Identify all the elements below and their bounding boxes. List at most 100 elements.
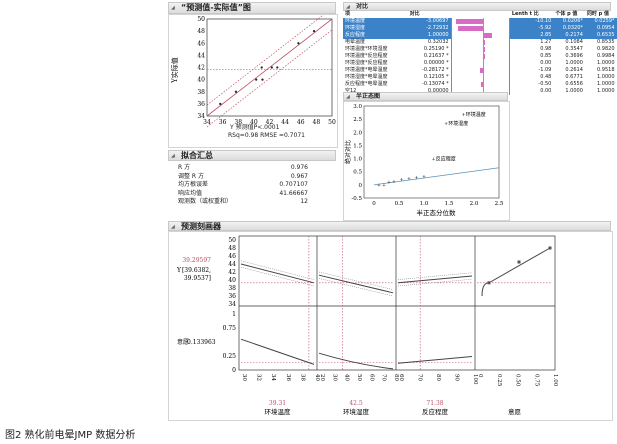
data-point [276, 66, 279, 69]
estimate: 0.00000 [427, 88, 449, 94]
y-axis-label: 绝对对比 [344, 140, 352, 164]
factor-name: 反应程度 [422, 407, 449, 416]
term: 环境温度*环境湿度 [345, 46, 388, 52]
y-tick-label: 48 [228, 245, 236, 252]
y-tick-label: 40 [228, 277, 236, 284]
estimate: -2.72932 [426, 25, 449, 31]
fit-row: R 方 0.976 [178, 164, 308, 173]
t-ratio: 2.85 [509, 32, 554, 39]
desirability-handle[interactable] [517, 260, 521, 264]
estimate: 0.21637 [423, 53, 445, 59]
term: 环境温度*反应程度 [345, 53, 388, 59]
effect-row[interactable]: 电晕温度 0.32032 1.27 0.1084 0.8535 [343, 39, 617, 46]
effect-row[interactable]: 反应程度 1.00000 2.85 0.2174 0.6535 [343, 32, 617, 39]
x-tick-label: 46 [297, 119, 305, 126]
x-tick-label: 34 [203, 119, 211, 126]
effect-bar [482, 33, 492, 38]
effect-row[interactable]: 环境温度*环境湿度 0.25190 * 0.98 0.3547 0.9820 [343, 46, 617, 53]
x-tick-label: 40 [250, 119, 258, 126]
x-tick-label: 42 [266, 119, 274, 126]
half-normal-plot: 3.0 2.5 2.0 1.5 1.0 0.5 0 -0.5 0 0.5 1.0 1.5 2.0 2.5 绝… [344, 104, 504, 217]
effect-row[interactable]: 环境湿度 -2.72932 -5.92 0.0320* 0.0954 [343, 25, 617, 32]
y-tick-label: 50 [197, 16, 205, 23]
t-ratio: 0.00 [540, 60, 552, 66]
y-label: Y [176, 267, 182, 274]
ci-trace [318, 271, 394, 290]
term: 反应程度*电晕温度 [345, 81, 388, 87]
y-tick-label: 1.5 [353, 143, 362, 149]
y-tick-label: 34 [228, 301, 236, 308]
effect-row[interactable]: 环境温度*电晕温度 -0.28172 * -1.09 0.2614 0.9518 [343, 67, 617, 74]
flag: * [446, 53, 449, 59]
desirability-handle[interactable] [487, 281, 491, 285]
factor-name: 环境湿度 [343, 407, 370, 416]
prediction-trace [240, 263, 315, 284]
effect-row[interactable]: 反应程度*电晕温度 -0.13074 * -0.50 0.6556 1.0000 [343, 81, 617, 88]
data-point: + [377, 182, 381, 188]
profiler-header[interactable]: 预测刻画器 [168, 221, 611, 232]
fit-row: 均方根误差 0.707107 [178, 181, 308, 190]
half-normal-panel: 3.0 2.5 2.0 1.5 1.0 0.5 0 -0.5 0 0.5 1.0 1.5 2.0 2.5 绝… [343, 101, 510, 221]
effect-bar [482, 47, 485, 52]
y-tick-label: 36 [228, 293, 236, 300]
x-tick-label: 80 [435, 374, 441, 381]
effect-row[interactable]: 环境温度 -3.00697 -10.10 0.0206* 0.0259* [343, 18, 617, 25]
data-point [297, 42, 300, 45]
effect-row[interactable]: 环境温度*反应程度 0.21637 * 0.85 0.3696 0.9984 [343, 53, 617, 60]
ci-trace [397, 272, 473, 280]
data-point: + [382, 182, 386, 188]
effect-row[interactable]: 环境湿度*电晕温度 0.12105 * 0.48 0.6771 1.0000 [343, 74, 617, 81]
y-tick-label: 38 [228, 285, 236, 292]
y-current-value: 39.29597 [182, 257, 211, 264]
effects-header-row: 项 对比 Lenth t 比 个体 p 值 同时 p 值 [343, 11, 617, 18]
y-tick-label: 42 [197, 65, 205, 72]
t-ratio: 0.48 [540, 74, 552, 80]
fit-summary-table: R 方 0.976 调整 R 方 0.967 均方根误差 0.707107 响应均值 41.6… [178, 164, 308, 207]
column-header[interactable]: 个体 p 值 [555, 11, 578, 17]
data-point: + [422, 174, 426, 180]
data-point: + [392, 179, 396, 185]
term: 环境湿度*反应程度 [345, 60, 388, 66]
term: 环境湿度*电晕温度 [345, 74, 388, 80]
fit-value: 0.967 [290, 172, 308, 180]
column-header[interactable]: 项 [345, 11, 351, 17]
simultaneous-p: 0.8535 [597, 39, 615, 45]
x-tick-label: 50 [356, 374, 362, 381]
y-tick-label: 44 [228, 261, 236, 268]
actual-predicted-header[interactable]: “预测值-实际值”图 [168, 2, 336, 14]
individual-p: 1.0000 [565, 88, 583, 94]
x-tick-label: 0.75 [533, 374, 539, 387]
desirability-trace [318, 352, 394, 370]
confidence-line [206, 7, 333, 106]
effect-row[interactable]: 环境湿度*反应程度 0.00000 * 0.00 1.0000 1.0000 [343, 60, 617, 67]
estimate: 0.00000 [423, 60, 445, 66]
half-normal-header[interactable]: 半正态图 [343, 92, 508, 101]
column-header[interactable] [451, 11, 510, 18]
prediction-trace [397, 275, 473, 284]
simultaneous-p: 1.0000 [597, 81, 615, 87]
x-tick-label: 1.00 [552, 374, 558, 387]
effect-bar [480, 68, 483, 73]
column-header[interactable]: 同时 p 值 [586, 11, 609, 17]
prediction-trace [318, 274, 394, 294]
estimate: 0.12105 [423, 74, 445, 80]
term: 环境温度*电晕温度 [345, 67, 388, 73]
individual-p: 0.0320* [553, 25, 585, 32]
x-tick-label: 20 [319, 374, 325, 381]
simultaneous-p: 0.9820 [597, 46, 615, 52]
y-tick-label: 2.0 [353, 130, 362, 136]
x-tick-label: 40 [344, 374, 350, 381]
term: 环境湿度 [343, 25, 408, 32]
desirability-handle[interactable] [548, 246, 552, 250]
effects-header[interactable]: 对比 [343, 2, 611, 11]
simultaneous-p: 1.0000 [597, 74, 615, 80]
effect-label: +反应程度 [432, 156, 456, 163]
y-tick-label: 42 [228, 269, 236, 276]
column-header[interactable]: 对比 [409, 11, 420, 17]
fit-summary-header[interactable]: 拟合汇总 [168, 150, 336, 161]
column-header[interactable]: Lenth t 比 [511, 11, 539, 17]
individual-p: 0.2174 [553, 32, 585, 39]
fit-label: 调整 R 方 [178, 172, 204, 180]
x-tick-label: 0 [372, 201, 376, 207]
y-ci: 39.9537] [184, 275, 211, 282]
